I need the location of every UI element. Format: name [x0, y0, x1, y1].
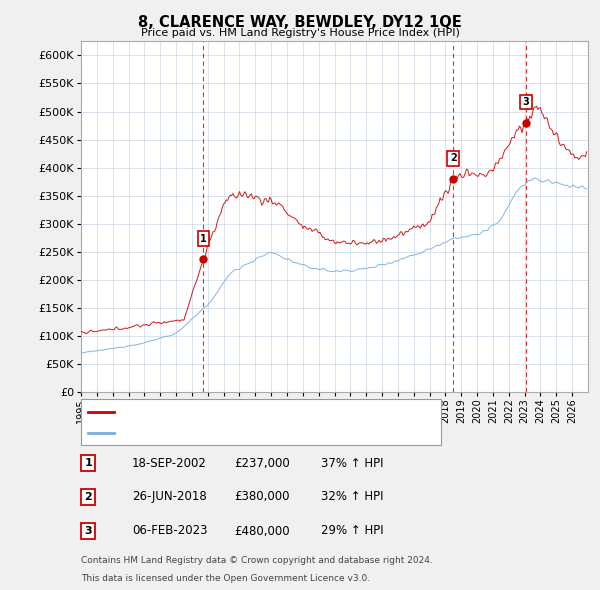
Text: £380,000: £380,000 [234, 490, 290, 503]
Text: 2: 2 [85, 492, 92, 502]
Text: 1: 1 [85, 458, 92, 468]
Text: Price paid vs. HM Land Registry's House Price Index (HPI): Price paid vs. HM Land Registry's House … [140, 28, 460, 38]
Text: £480,000: £480,000 [234, 525, 290, 537]
Text: £237,000: £237,000 [234, 457, 290, 470]
Text: 2: 2 [450, 153, 457, 163]
Text: 18-SEP-2002: 18-SEP-2002 [132, 457, 207, 470]
Text: 06-FEB-2023: 06-FEB-2023 [132, 525, 208, 537]
Text: 8, CLARENCE WAY, BEWDLEY, DY12 1QE: 8, CLARENCE WAY, BEWDLEY, DY12 1QE [138, 15, 462, 30]
Text: 37% ↑ HPI: 37% ↑ HPI [321, 457, 383, 470]
Text: 29% ↑ HPI: 29% ↑ HPI [321, 525, 383, 537]
Text: 32% ↑ HPI: 32% ↑ HPI [321, 490, 383, 503]
Text: HPI: Average price, detached house, Wyre Forest: HPI: Average price, detached house, Wyre… [119, 428, 374, 438]
Text: 8, CLARENCE WAY, BEWDLEY, DY12 1QE (detached house): 8, CLARENCE WAY, BEWDLEY, DY12 1QE (deta… [119, 407, 424, 417]
Text: 26-JUN-2018: 26-JUN-2018 [132, 490, 207, 503]
Text: 3: 3 [85, 526, 92, 536]
Text: Contains HM Land Registry data © Crown copyright and database right 2024.: Contains HM Land Registry data © Crown c… [81, 556, 433, 565]
Text: This data is licensed under the Open Government Licence v3.0.: This data is licensed under the Open Gov… [81, 574, 370, 583]
Text: 3: 3 [523, 97, 530, 107]
Text: 1: 1 [200, 234, 206, 244]
